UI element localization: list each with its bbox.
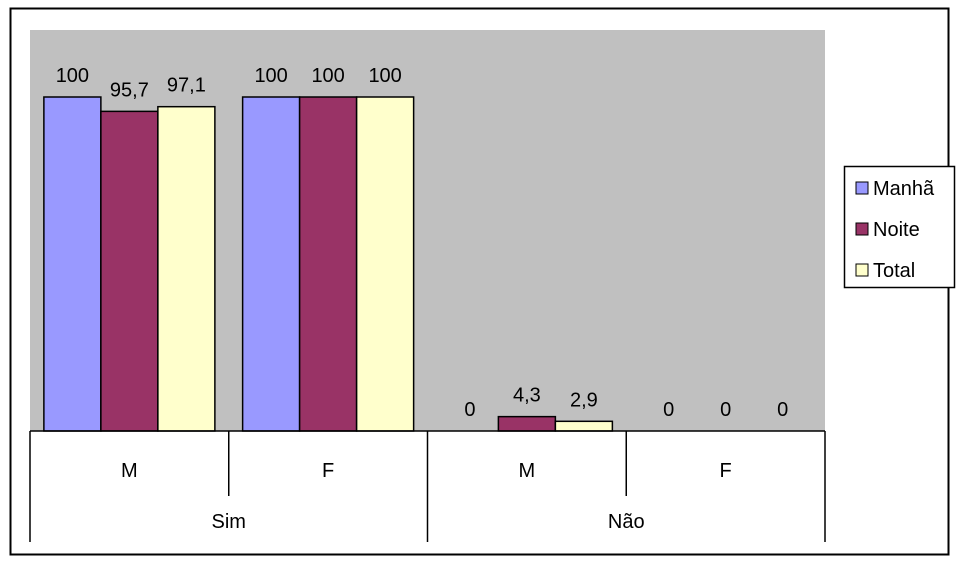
data-label-manhã-2: 0 [464,399,475,421]
legend-swatch-total [855,263,869,277]
bar-total-1 [355,96,415,432]
bar-total-2 [554,420,614,432]
legend-label-noite: Noite [873,219,920,241]
category-axis [29,430,826,542]
tick-label-0: M [121,460,138,482]
bar-manhã-0 [43,96,102,432]
tick-label-3: F [720,460,732,482]
data-label-noite-1: 100 [311,65,344,87]
legend-label-total: Total [873,260,915,282]
bar-noite-0 [100,110,159,432]
category-labels: M F M F Sim Não [121,460,732,533]
data-label-total-2: 2,9 [570,389,598,411]
data-label-noite-3: 0 [720,399,731,421]
data-label-manhã-0: 100 [56,65,89,87]
bar-noite-1 [298,96,358,432]
tick-label-2: M [519,460,536,482]
bars [43,96,614,432]
data-label-manhã-3: 0 [663,399,674,421]
legend-swatch-noite [855,222,869,236]
data-label-total-1: 100 [368,65,401,87]
group-label-0: Sim [212,511,246,533]
group-label-1: Não [608,511,645,533]
data-label-noite-2: 4,3 [513,385,541,407]
tick-label-1: F [322,460,334,482]
legend-label-manhã: Manhã [873,178,935,200]
data-label-total-0: 97,1 [167,75,206,97]
bar-noite-2 [497,415,557,432]
value-labels: 100 95,7 97,1 100 100 100 0 4,3 2,9 0 0 0 [56,65,789,421]
bar-manhã-1 [241,96,301,432]
legend: Manhã Noite Total [843,165,956,289]
data-label-noite-0: 95,7 [110,79,149,101]
bar-total-0 [157,105,216,432]
data-label-total-3: 0 [777,399,788,421]
legend-swatch-manhã [855,181,869,195]
data-label-manhã-1: 100 [254,65,287,87]
